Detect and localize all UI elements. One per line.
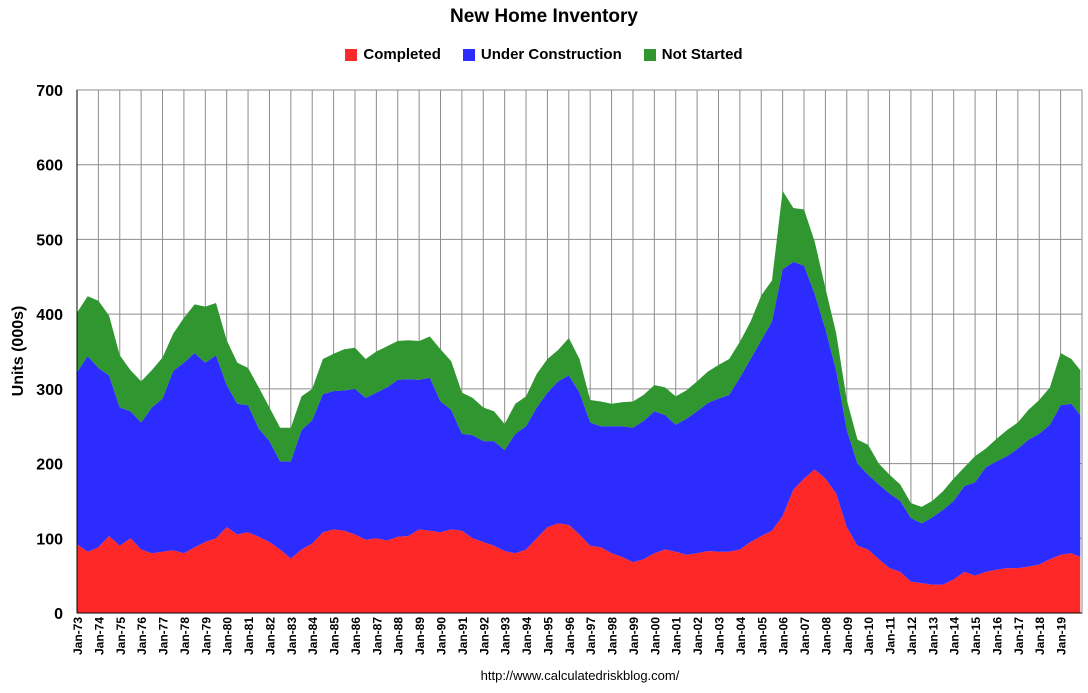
axes: 0 100 200 300 400 500 600 700 Jan-73 Jan-74 Jan-75… xyxy=(36,83,1082,655)
x-tick-label: Jan-88 xyxy=(392,617,406,655)
x-tick-label: Jan-74 xyxy=(92,617,106,655)
x-tick-label: Jan-15 xyxy=(969,617,983,655)
legend-label-under-construction: Under Construction xyxy=(480,46,622,63)
x-tick-label: Jan-92 xyxy=(477,617,491,655)
x-tick-label: Jan-05 xyxy=(755,617,769,655)
legend-item-not-started: Not Started xyxy=(643,46,743,63)
x-tick-label: Jan-87 xyxy=(370,617,384,655)
x-tick-label: Jan-11 xyxy=(884,617,898,655)
x-tick-label: Jan-86 xyxy=(349,617,363,655)
x-tick-label: Jan-83 xyxy=(285,617,299,655)
x-tick-label: Jan-95 xyxy=(541,617,555,655)
x-tick-label: Jan-16 xyxy=(990,617,1004,655)
x-tick-label: Jan-19 xyxy=(1055,617,1069,655)
y-tick-label: 200 xyxy=(36,457,63,474)
x-tick-label: Jan-81 xyxy=(242,617,256,655)
x-tick-label: Jan-10 xyxy=(862,617,876,655)
legend-swatch-not-started xyxy=(643,48,656,61)
x-tick-label: Jan-90 xyxy=(435,617,449,655)
chart-title: New Home Inventory xyxy=(450,6,638,27)
source-url: http://www.calculatedriskblog.com/ xyxy=(480,668,680,683)
x-tick-label: Jan-91 xyxy=(456,617,470,655)
x-tick-label: Jan-02 xyxy=(691,617,705,655)
x-tick-label: Jan-18 xyxy=(1033,617,1047,655)
y-tick-label: 300 xyxy=(36,382,63,399)
x-tick-label: Jan-17 xyxy=(1012,617,1026,655)
x-tick-label: Jan-85 xyxy=(328,617,342,655)
legend-label-not-started: Not Started xyxy=(661,46,743,63)
x-tick-label: Jan-04 xyxy=(734,617,748,655)
x-tick-label: Jan-07 xyxy=(798,617,812,655)
y-tick-label: 600 xyxy=(36,158,63,175)
x-tick-label: Jan-13 xyxy=(926,617,940,655)
x-tick-label: Jan-06 xyxy=(777,617,791,655)
y-axis-label: Units (000s) xyxy=(10,306,27,397)
x-tick-label: Jan-12 xyxy=(905,617,919,655)
x-tick-label: Jan-84 xyxy=(306,617,320,655)
stacked-areas xyxy=(77,190,1081,613)
x-tick-label: Jan-08 xyxy=(819,617,833,655)
legend-swatch-completed xyxy=(345,48,358,61)
x-tick-label: Jan-76 xyxy=(135,617,149,655)
legend-swatch-under-construction xyxy=(462,48,475,61)
x-tick-label: Jan-78 xyxy=(178,617,192,655)
x-tick-label: Jan-99 xyxy=(627,617,641,655)
chart-legend: Completed Under Construction Not Started xyxy=(0,46,1088,63)
legend-item-under-construction: Under Construction xyxy=(462,46,622,63)
x-tick-label: Jan-98 xyxy=(606,617,620,655)
x-tick-label: Jan-09 xyxy=(841,617,855,655)
x-tick-label: Jan-77 xyxy=(157,617,171,655)
y-tick-label: 100 xyxy=(36,531,63,548)
x-tick-label: Jan-79 xyxy=(199,617,213,655)
x-tick-label: Jan-01 xyxy=(670,617,684,655)
x-tick-label: Jan-93 xyxy=(499,617,513,655)
x-tick-label: Jan-75 xyxy=(114,617,128,655)
x-tick-label: Jan-80 xyxy=(221,617,235,655)
y-tick-label: 400 xyxy=(36,307,63,324)
x-tick-label: Jan-00 xyxy=(648,617,662,655)
x-tick-label: Jan-96 xyxy=(563,617,577,655)
y-tick-label: 500 xyxy=(36,232,63,249)
x-tick-label: Jan-73 xyxy=(71,617,85,655)
y-tick-label: 0 xyxy=(54,606,63,623)
area-completed xyxy=(77,469,1081,613)
x-tick-label: Jan-97 xyxy=(584,617,598,655)
x-tick-label: Jan-89 xyxy=(413,617,427,655)
y-tick-label: 700 xyxy=(36,83,63,100)
area-under-construction xyxy=(77,261,1081,585)
x-tick-label: Jan-82 xyxy=(263,617,277,655)
x-tick-label: Jan-94 xyxy=(520,617,534,655)
legend-label-completed: Completed xyxy=(363,46,441,63)
x-tick-label: Jan-14 xyxy=(948,617,962,655)
legend-item-completed: Completed xyxy=(345,46,441,63)
x-tick-label: Jan-03 xyxy=(712,617,726,655)
